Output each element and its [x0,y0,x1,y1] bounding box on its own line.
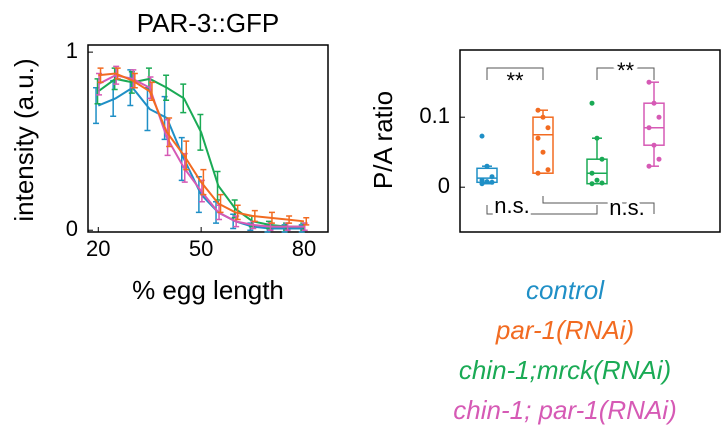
caption: GFP::PAR [190,425,309,430]
error-bar [217,193,224,214]
y-tick-label: 0 [66,216,78,241]
error-bar [178,136,185,182]
point [489,179,495,185]
point [535,170,541,176]
point [656,114,662,120]
legend-entry: control [526,275,605,305]
point [599,180,605,186]
series-line [97,77,304,228]
annotation: ** [506,68,524,93]
point [540,149,546,155]
point [656,156,662,162]
box [532,116,554,174]
error-bar [166,117,173,148]
plot-frame [459,49,721,233]
point [594,177,600,183]
plot-frame [87,44,329,233]
point [646,79,652,85]
x-tick-label: 50 [189,236,213,261]
point [589,170,595,176]
x-tick-label: 20 [86,236,110,261]
box [643,102,665,146]
series-line [97,86,304,230]
y-tick-label: 0 [438,173,450,198]
bracket [486,205,598,215]
error-bar [303,217,310,226]
point [589,181,595,187]
error-bar [200,168,207,196]
x-tick-label: 80 [292,236,316,261]
legend-entry: chin-1;mrck(RNAi) [459,355,671,385]
series-line [97,74,304,228]
point [479,177,485,183]
y-tick-label: 1 [66,38,78,63]
point [540,114,546,120]
series-line [98,72,305,223]
point [589,100,595,106]
point [535,107,541,113]
point [489,174,495,180]
legend-entry: chin-1; par-1(RNAi) [453,395,676,425]
point [484,163,490,169]
chart-title: PAR-3::GFP [137,8,280,38]
y-axis-label: P/A ratio [368,91,398,189]
point [651,100,657,106]
point [545,167,551,173]
point [651,142,657,148]
bracket [486,67,544,80]
point [594,135,600,141]
point [479,181,485,187]
point [599,156,605,162]
point [479,133,485,139]
point [484,179,490,185]
point [535,135,541,141]
error-bar [183,140,190,171]
annotation: n.s. [609,195,644,220]
y-tick-label: 0.1 [419,103,450,128]
bracket [596,67,655,80]
x-axis-label: % egg length [132,275,284,305]
legend-entry: par-1(RNAi) [495,315,634,345]
bracket [542,196,655,214]
point [545,125,551,131]
point [646,125,652,131]
point [646,163,652,169]
error-bar [131,72,138,89]
y-axis-label: intensity (a.u.) [9,58,39,221]
annotation: ** [617,58,635,83]
box [586,158,608,185]
annotation: n.s. [494,193,529,218]
